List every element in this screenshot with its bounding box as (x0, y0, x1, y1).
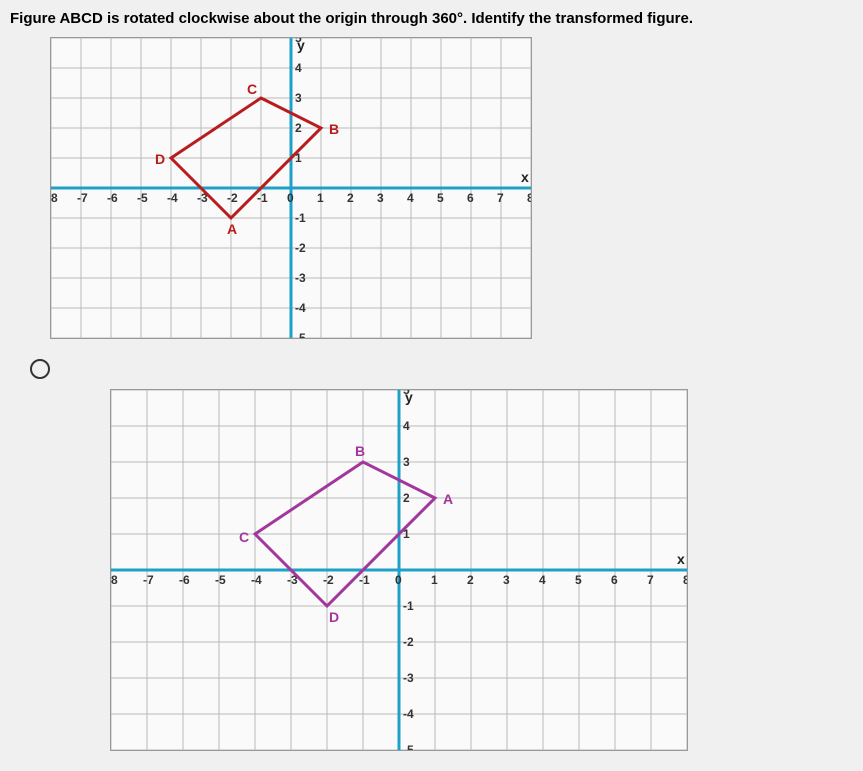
svg-text:D: D (329, 609, 339, 625)
svg-text:1: 1 (431, 573, 438, 587)
svg-text:5: 5 (437, 191, 444, 205)
svg-text:6: 6 (467, 191, 474, 205)
svg-text:-7: -7 (143, 573, 154, 587)
svg-text:1: 1 (317, 191, 324, 205)
svg-text:8: 8 (527, 191, 531, 205)
svg-text:B: B (355, 443, 365, 459)
svg-text:-1: -1 (295, 211, 306, 225)
svg-text:C: C (239, 529, 249, 545)
svg-text:C: C (247, 81, 257, 97)
svg-text:-3: -3 (403, 671, 414, 685)
svg-text:2: 2 (403, 491, 410, 505)
svg-text:3: 3 (295, 91, 302, 105)
svg-text:-1: -1 (359, 573, 370, 587)
svg-text:-5: -5 (295, 331, 306, 338)
svg-text:8: 8 (683, 573, 687, 587)
svg-text:7: 7 (497, 191, 504, 205)
svg-text:3: 3 (503, 573, 510, 587)
svg-text:-2: -2 (403, 635, 414, 649)
svg-text:x: x (521, 169, 529, 185)
svg-text:5: 5 (575, 573, 582, 587)
svg-text:3: 3 (377, 191, 384, 205)
svg-text:y: y (297, 38, 305, 53)
svg-text:-4: -4 (295, 301, 306, 315)
svg-text:-6: -6 (179, 573, 190, 587)
svg-text:-2: -2 (323, 573, 334, 587)
svg-text:4: 4 (539, 573, 546, 587)
svg-text:-5: -5 (137, 191, 148, 205)
svg-text:-1: -1 (403, 599, 414, 613)
svg-text:A: A (227, 221, 237, 237)
svg-text:-4: -4 (403, 707, 414, 721)
svg-text:4: 4 (295, 61, 302, 75)
svg-text:-2: -2 (227, 191, 238, 205)
svg-text:0: 0 (287, 191, 294, 205)
svg-text:D: D (155, 151, 165, 167)
svg-text:-1: -1 (257, 191, 268, 205)
svg-text:2: 2 (467, 573, 474, 587)
svg-text:3: 3 (403, 455, 410, 469)
svg-text:-7: -7 (77, 191, 88, 205)
svg-text:y: y (405, 390, 413, 405)
svg-text:-4: -4 (167, 191, 178, 205)
svg-text:-6: -6 (107, 191, 118, 205)
svg-text:7: 7 (647, 573, 654, 587)
svg-text:4: 4 (403, 419, 410, 433)
svg-text:6: 6 (611, 573, 618, 587)
chart-original: -8-7-6-5-4-3-2-1012345678-5-4-3-2-112345… (50, 37, 532, 339)
svg-text:-5: -5 (215, 573, 226, 587)
svg-text:0: 0 (395, 573, 402, 587)
svg-text:-2: -2 (295, 241, 306, 255)
svg-text:-5: -5 (403, 743, 414, 750)
svg-text:2: 2 (295, 121, 302, 135)
svg-text:-8: -8 (51, 191, 58, 205)
svg-text:A: A (443, 491, 453, 507)
svg-text:4: 4 (407, 191, 414, 205)
svg-text:-3: -3 (295, 271, 306, 285)
option-radio[interactable] (30, 359, 50, 379)
chart-option-1: -8-7-6-5-4-3-2-1012345678-5-4-3-2-112345… (110, 389, 688, 751)
svg-text:-4: -4 (251, 573, 262, 587)
svg-text:-8: -8 (111, 573, 118, 587)
svg-text:x: x (677, 551, 685, 567)
question-text: Figure ABCD is rotated clockwise about t… (10, 10, 853, 27)
svg-text:B: B (329, 121, 339, 137)
svg-text:2: 2 (347, 191, 354, 205)
